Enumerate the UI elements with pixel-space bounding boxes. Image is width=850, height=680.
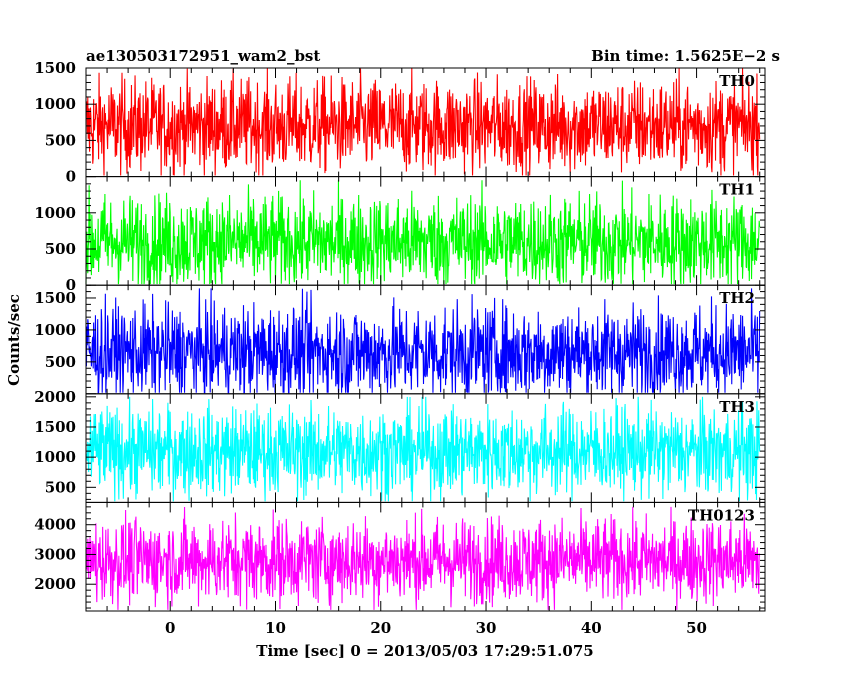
y-tick-label-th0123: 3000	[34, 545, 76, 563]
y-tick-label-th3: 500	[45, 478, 76, 496]
y-tick-label-th3: 1000	[34, 448, 76, 466]
series-line-th2	[85, 288, 761, 394]
y-tick-label-th0: 1500	[34, 59, 76, 77]
figure-title: ae130503172951_wam2_bst	[86, 47, 320, 65]
y-axis-label: Counts/sec	[5, 294, 23, 386]
panel-th2: 500 1000 1500 TH2	[34, 284, 766, 395]
y-tick-label-th0123: 2000	[34, 575, 76, 593]
x-tick-label: 40	[581, 619, 602, 637]
y-tick-label-th0: 500	[45, 131, 76, 149]
y-tick-label-th0123: 4000	[34, 516, 76, 534]
panel-label-th1: TH1	[719, 181, 755, 199]
panel-label-th3: TH3	[719, 398, 755, 416]
series-line-th3	[85, 396, 761, 502]
series-line-th1	[85, 180, 761, 285]
y-tick-label-th1: 500	[45, 240, 76, 258]
series-line-th0	[85, 67, 761, 176]
x-tick-label: 0	[165, 619, 175, 637]
panel-label-th0: TH0	[719, 72, 755, 90]
panel-th3: 500 1000 1500 2000 TH3	[34, 388, 766, 503]
x-tick-label: 30	[476, 619, 497, 637]
y-tick-label-th2: 500	[45, 353, 76, 371]
x-tick-label: 20	[370, 619, 391, 637]
y-tick-label-th0: 0	[66, 168, 76, 186]
panel-frame-th0123	[85, 501, 766, 612]
y-tick-label-th2: 1500	[34, 289, 76, 307]
y-tick-label-th3: 1500	[34, 418, 76, 436]
y-tick-label-th3: 2000	[34, 388, 76, 406]
bin-time-label: Bin time: 1.5625E−2 s	[591, 47, 780, 65]
panel-label-th2: TH2	[719, 289, 755, 307]
y-tick-label-th1: 1000	[34, 204, 76, 222]
panel-th1: 0 500 1000 TH1	[34, 176, 766, 294]
series-line-th0123	[85, 506, 761, 610]
x-tick-label: 50	[686, 619, 707, 637]
panel-th0123: 2000 3000 4000 TH0123	[34, 501, 766, 612]
x-tick-label: 10	[265, 619, 286, 637]
y-tick-label-th1: 0	[66, 276, 76, 294]
y-tick-label-th2: 1000	[34, 321, 76, 339]
x-axis-label: Time [sec] 0 = 2013/05/03 17:29:51.075	[256, 642, 593, 660]
panel-label-th0123: TH0123	[688, 506, 755, 524]
y-tick-label-th0: 1000	[34, 95, 76, 113]
panel-th0: 0 500 1000 1500 TH0	[34, 59, 766, 186]
